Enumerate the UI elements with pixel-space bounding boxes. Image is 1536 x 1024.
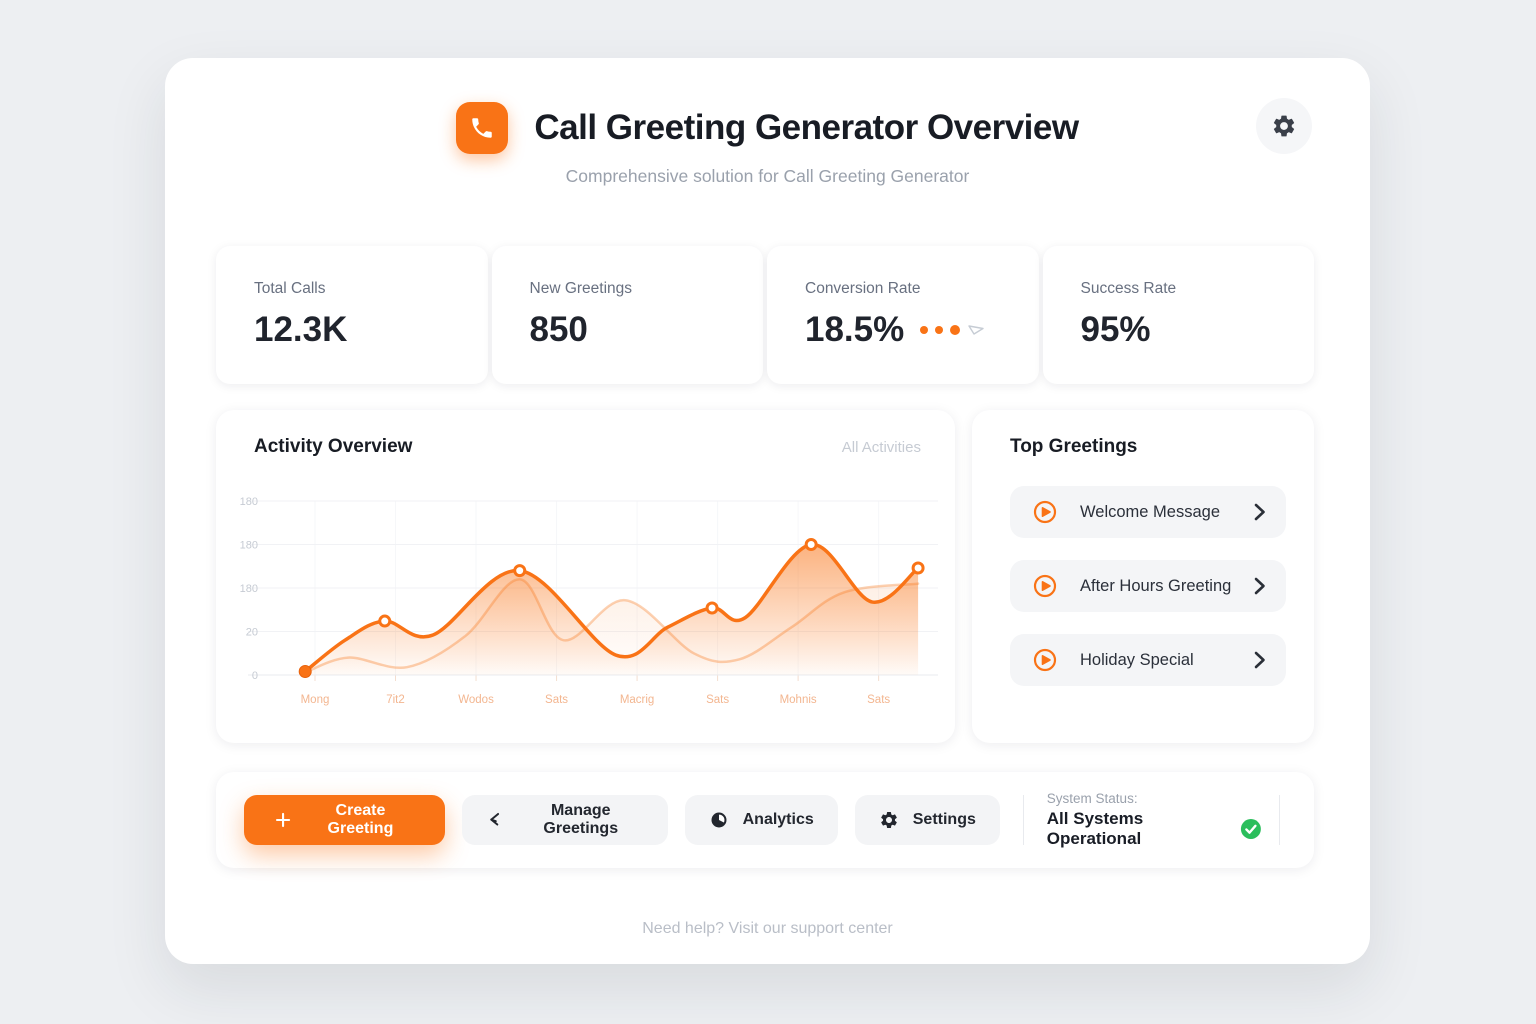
svg-text:Sats: Sats (706, 694, 729, 706)
support-link[interactable]: Need help? Visit our support center (642, 920, 893, 937)
greeting-item-welcome-message[interactable]: Welcome Message (1010, 486, 1286, 538)
greeting-item-after-hours[interactable]: After Hours Greeting (1010, 560, 1286, 612)
svg-text:Wodos: Wodos (458, 694, 494, 706)
stat-value: 850 (529, 310, 588, 349)
create-greeting-button[interactable]: Create Greeting (244, 795, 445, 845)
stats-row: Total Calls 12.3K New Greetings 850 Conv… (216, 246, 1314, 384)
settings-button[interactable]: Settings (854, 795, 1000, 845)
stat-label: New Greetings (529, 280, 633, 297)
gear-icon (880, 812, 897, 828)
chevron-right-icon (1254, 503, 1265, 521)
phone-icon (472, 118, 493, 138)
action-toolbar: Create Greeting Manage Greetings Analyti… (216, 772, 1314, 868)
dashboard-card: Call Greeting Generator Overview Compreh… (165, 58, 1370, 964)
stat-card-total-calls: Total Calls 12.3K (216, 246, 488, 384)
svg-text:0: 0 (252, 670, 258, 682)
stat-label: Total Calls (254, 280, 326, 297)
all-activities-filter[interactable]: All Activities (841, 438, 921, 456)
svg-text:Sats: Sats (545, 694, 568, 706)
play-icon (1033, 500, 1057, 524)
system-status: System Status: All Systems Operational (1047, 791, 1262, 849)
svg-text:Mohnis: Mohnis (780, 694, 817, 706)
top-greetings-card: Top Greetings Welcome Message After Hour… (972, 410, 1314, 743)
chevron-right-icon (1254, 651, 1265, 669)
play-icon (1033, 574, 1057, 598)
settings-gear-button[interactable] (1256, 98, 1312, 154)
plus-icon (275, 812, 291, 828)
activity-overview-card: Activity Overview All Activities 180 180 1… (216, 410, 955, 743)
svg-text:180: 180 (240, 496, 258, 508)
system-status-value: All Systems Operational (1046, 809, 1144, 848)
toolbar-divider (1022, 795, 1024, 845)
greeting-list: Welcome Message After Hours Greeting Hol… (1010, 486, 1286, 686)
chart-title: Activity Overview (254, 436, 413, 457)
svg-text:180: 180 (240, 540, 258, 552)
cursor-icon (968, 325, 984, 335)
play-icon (1033, 648, 1057, 672)
toolbar-divider (1279, 795, 1280, 845)
stat-card-conversion-rate: Conversion Rate 18.5% (767, 246, 1039, 384)
stat-value: 12.3K (254, 310, 348, 349)
greeting-label: Holiday Special (1080, 650, 1194, 669)
phone-app-icon (456, 102, 509, 154)
back-arrow-icon (490, 812, 499, 826)
stat-card-success-rate: Success Rate 95% (1042, 246, 1314, 384)
greeting-label: After Hours Greeting (1080, 576, 1232, 595)
svg-text:7it2: 7it2 (386, 694, 405, 706)
gear-icon (1273, 115, 1295, 137)
stat-value: 95% (1080, 310, 1151, 349)
check-circle-icon (1241, 819, 1262, 839)
stat-card-new-greetings: New Greetings 850 (491, 246, 763, 384)
stat-label: Success Rate (1080, 280, 1177, 297)
stat-value: 18.5% (805, 310, 1001, 350)
svg-text:180: 180 (240, 583, 258, 595)
svg-text:Macrig: Macrig (620, 694, 655, 706)
top-greetings-title: Top Greetings (1010, 436, 1138, 457)
stat-label: Conversion Rate (805, 280, 921, 297)
trend-dots-indicator (920, 323, 985, 337)
page-header: Call Greeting Generator Overview (165, 102, 1370, 154)
pie-chart-icon (711, 812, 727, 828)
analytics-button[interactable]: Analytics (684, 795, 838, 845)
svg-text:Sats: Sats (867, 694, 890, 706)
greeting-label: Welcome Message (1080, 502, 1221, 521)
svg-text:Mong: Mong (301, 694, 330, 706)
system-status-label: System Status: (1046, 791, 1138, 806)
manage-greetings-button[interactable]: Manage Greetings (461, 795, 668, 845)
page-subtitle: Comprehensive solution for Call Greeting… (565, 166, 970, 186)
page-title: Call Greeting Generator Overview (534, 108, 1079, 147)
greeting-item-holiday-special[interactable]: Holiday Special (1010, 634, 1286, 686)
chevron-right-icon (1254, 577, 1265, 595)
svg-text:20: 20 (246, 627, 258, 639)
activity-line-chart: 180 180 180 20 0 Mong 7it2 Wodos Sats Macrig Sats M… (240, 496, 938, 706)
